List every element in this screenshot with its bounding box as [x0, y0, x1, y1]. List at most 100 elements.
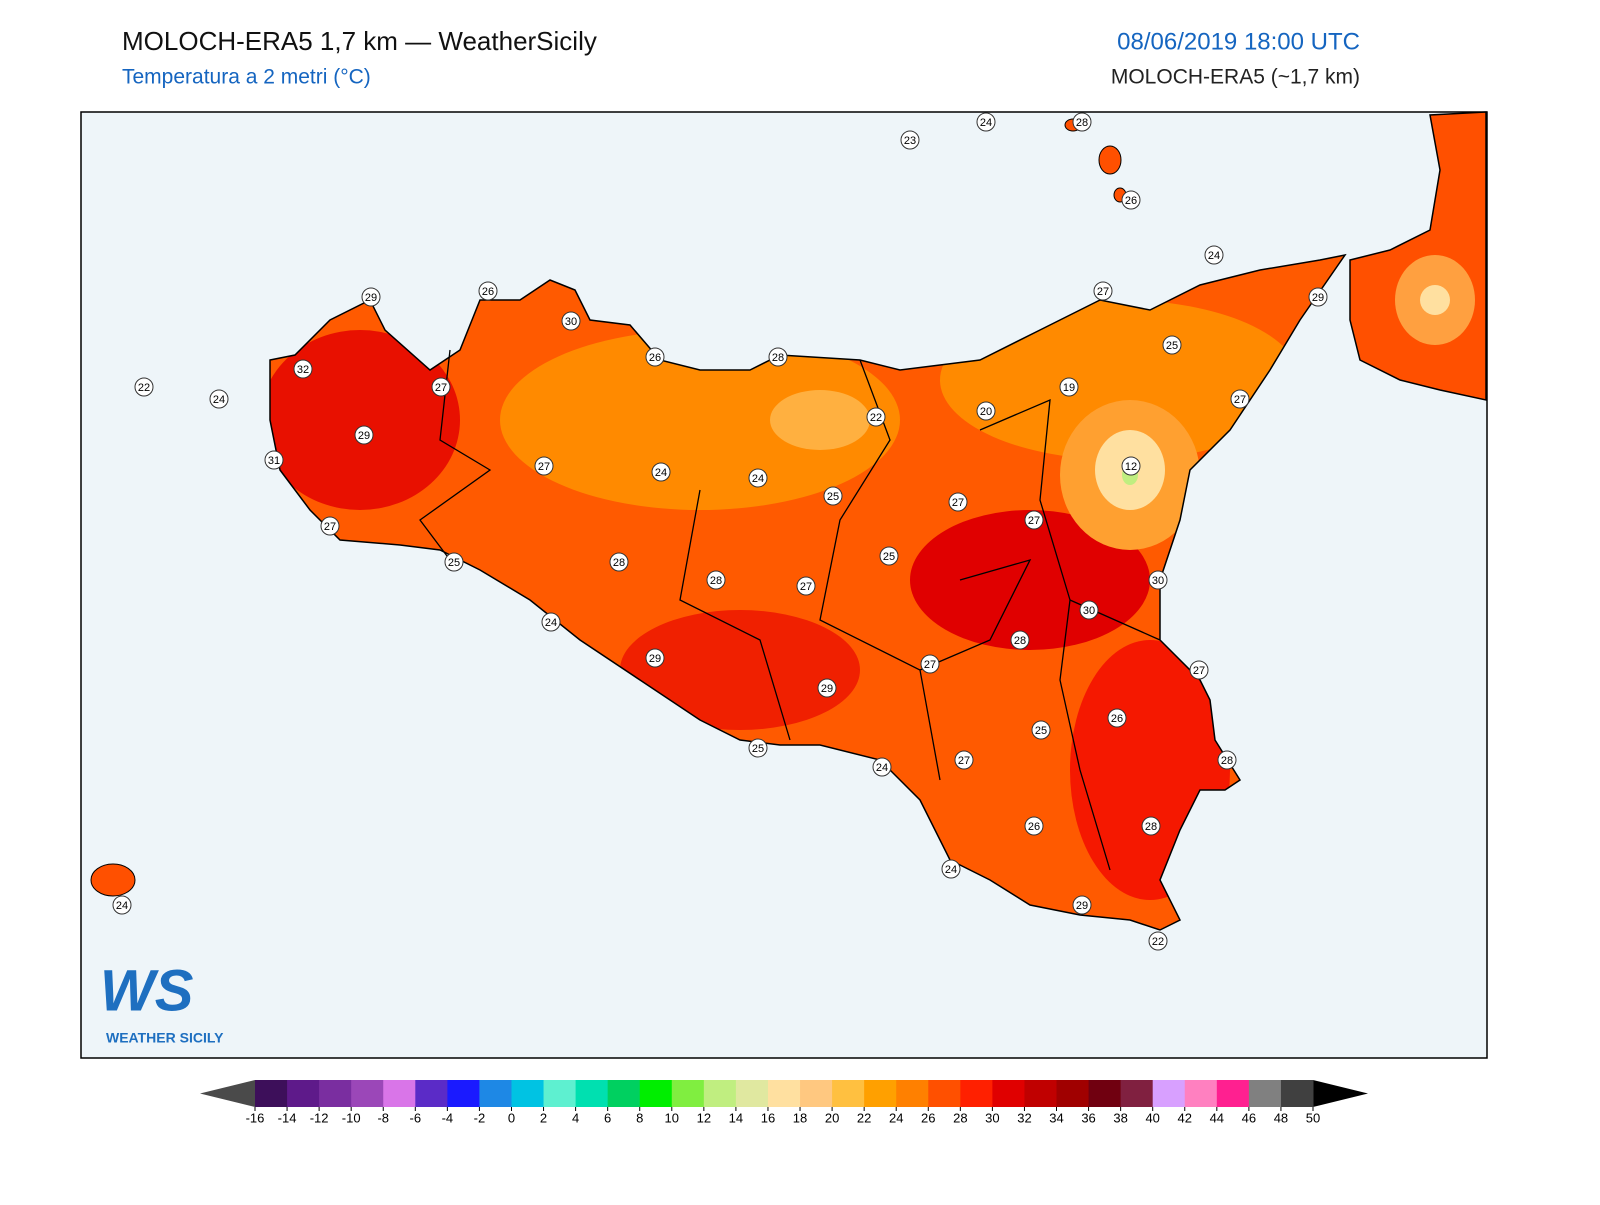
colorbar-segment: [1248, 1080, 1282, 1107]
logo-name: WEATHER SICILY: [106, 1030, 224, 1046]
station-value: 27: [800, 581, 812, 593]
colorbar-tick-label: 36: [1081, 1110, 1095, 1125]
colorbar-tick-label: 38: [1113, 1110, 1127, 1125]
colorbar-segment: [832, 1080, 865, 1107]
colorbar-segment: [1088, 1080, 1122, 1107]
station-marker: [1024, 816, 1044, 836]
datetime: 08/06/2019 18:00 UTC: [1117, 28, 1360, 55]
colorbar-tick-label: 42: [1178, 1110, 1192, 1125]
colorbar-segment: [1216, 1080, 1250, 1107]
station-value: 24: [655, 467, 667, 479]
station-marker: [1162, 335, 1182, 355]
map: 23 24 28 26 24 27 29 29 26 30 26 28 25 22 24 32 27 19 20 22…: [80, 111, 1488, 1059]
station-value: 27: [1234, 394, 1246, 406]
station-marker: [264, 450, 284, 470]
station-value: 25: [1035, 725, 1047, 737]
colorbar-segment: [1152, 1080, 1186, 1107]
colorbar-tick-label: -6: [410, 1110, 422, 1125]
station-marker: [796, 576, 816, 596]
station-marker: [645, 648, 665, 668]
station-value: 28: [1014, 635, 1026, 647]
station-marker: [941, 859, 961, 879]
station-marker: [1148, 570, 1168, 590]
colorbar-segment: [543, 1080, 577, 1107]
station-marker: [823, 486, 843, 506]
coastline: [269, 253, 1347, 931]
station-value: 22: [870, 412, 882, 424]
colorbar-tick-label: 10: [665, 1110, 679, 1125]
station-marker: [293, 359, 313, 379]
station-marker: [1072, 112, 1092, 132]
colorbar-tick-label: 34: [1049, 1110, 1063, 1125]
station-value: 24: [752, 473, 764, 485]
station-value: 19: [1063, 382, 1075, 394]
colorbar-tick-label: 44: [1210, 1110, 1224, 1125]
colorbar-tick-label: 40: [1145, 1110, 1159, 1125]
station-marker: [1148, 931, 1168, 951]
station-marker: [948, 492, 968, 512]
station-marker: [541, 612, 561, 632]
colorbar-segment: [864, 1080, 897, 1107]
station-marker: [866, 407, 886, 427]
colorbar-segment: [607, 1080, 641, 1107]
station-value: 26: [649, 352, 661, 364]
colorbar-tick-label: 48: [1274, 1110, 1288, 1125]
colorbar-tick-label: -12: [310, 1110, 329, 1125]
colorbar-tick-label: -8: [377, 1110, 389, 1125]
station-marker: [976, 112, 996, 132]
colorbar-segment: [319, 1080, 352, 1107]
station-value: 25: [752, 743, 764, 755]
colorbar-tick-label: 28: [953, 1110, 967, 1125]
colorbar-segment: [351, 1080, 384, 1107]
station-value: 26: [482, 286, 494, 298]
colorbar-tick-label: 2: [540, 1110, 547, 1125]
station-value: 31: [268, 455, 280, 467]
colorbar-segment: [447, 1080, 480, 1107]
station-value: 29: [358, 430, 370, 442]
station-marker: [361, 287, 381, 307]
station-marker: [1031, 720, 1051, 740]
colorbar-segment: [415, 1080, 448, 1107]
station-value: 24: [116, 900, 128, 912]
colorbar-tick-label: 14: [729, 1110, 743, 1125]
station-marker: [209, 389, 229, 409]
station-value: 28: [1221, 755, 1233, 767]
station-value: 24: [876, 762, 888, 774]
station-value: 28: [613, 557, 625, 569]
station-marker: [561, 311, 581, 331]
colorbar-tick-label: 0: [508, 1110, 515, 1125]
station-value: 29: [1076, 900, 1088, 912]
station-value: 30: [565, 316, 577, 328]
station-marker: [1189, 660, 1209, 680]
station-value: 27: [435, 382, 447, 394]
title: MOLOCH-ERA5 1,7 km — WeatherSicily: [122, 26, 597, 56]
colorbar-tick-label: 32: [1017, 1110, 1031, 1125]
station-marker: [706, 570, 726, 590]
colorbar: -16 -14 -12 -10 -8 -6 -4 -2 0 2 4 6 8 10 12 14 16 18 20 22 2…: [200, 1080, 1368, 1125]
colorbar-tick-label: 30: [985, 1110, 999, 1125]
station-marker: [1121, 190, 1141, 210]
station-value: 24: [545, 617, 557, 629]
colorbar-segment: [1024, 1080, 1058, 1107]
station-marker: [1141, 816, 1161, 836]
station-value: 27: [1028, 515, 1040, 527]
station-marker: [920, 654, 940, 674]
station-value: 27: [958, 755, 970, 767]
model: MOLOCH-ERA5 (~1,7 km): [1111, 66, 1360, 89]
station-value: 22: [138, 382, 150, 394]
station-value: 30: [1152, 575, 1164, 587]
station-marker: [1093, 281, 1113, 301]
colorbar-segment: [383, 1080, 416, 1107]
station-marker: [1010, 630, 1030, 650]
colorbar-segment: [703, 1080, 737, 1107]
colorbar-segment: [1280, 1080, 1314, 1107]
station-marker: [320, 516, 340, 536]
colorbar-tick-label: 12: [697, 1110, 711, 1125]
station-marker: [478, 281, 498, 301]
colorbar-segment: [800, 1080, 833, 1107]
station-marker: [954, 750, 974, 770]
colorbar-tick-label: -14: [278, 1110, 297, 1125]
station-marker: [1059, 377, 1079, 397]
colorbar-segment: [671, 1080, 705, 1107]
colorbar-tick-label: -4: [442, 1110, 454, 1125]
